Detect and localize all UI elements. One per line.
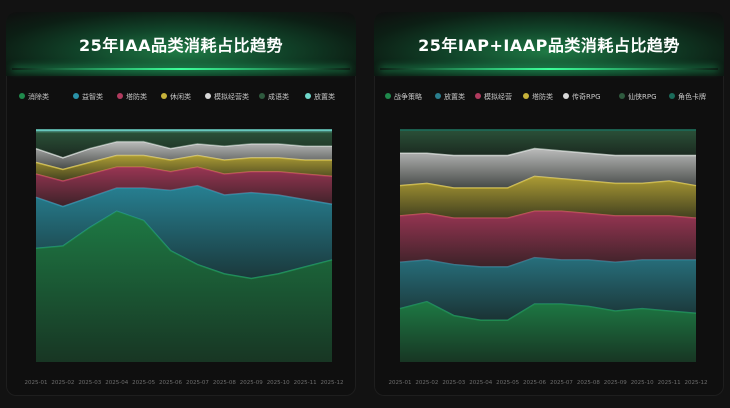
x-tick-label: 2025-11: [294, 380, 317, 386]
legend-label: 消除类: [28, 92, 49, 101]
legend-label: 塔防类: [532, 92, 553, 101]
legend-marker: [73, 93, 79, 99]
x-tick-label: 2025-08: [577, 380, 600, 386]
legend-marker: [117, 93, 123, 99]
x-tick-label: 2025-08: [213, 380, 236, 386]
legend-label: 益智类: [82, 92, 103, 101]
legend-label: 战争策略: [394, 92, 422, 101]
x-tick-label: 2025-09: [604, 380, 627, 386]
legend-label: 模拟经营类: [214, 92, 249, 101]
x-tick-label: 2025-06: [523, 380, 546, 386]
legend-label: 成语类: [268, 92, 289, 101]
area-休闲类: [36, 155, 332, 182]
x-tick-label: 2025-07: [550, 380, 573, 386]
legend-marker: [19, 93, 25, 99]
area-消除类: [36, 211, 332, 362]
legend-marker: [259, 93, 265, 99]
iaa-trend-panel: 25年IAA品类消耗占比趋势 消除类 益智类 塔防类 休闲类 模拟经营类 成语类 放置类 20…: [6, 12, 356, 396]
legend-label: 塔防类: [126, 92, 147, 101]
x-tick-label: 2025-03: [78, 380, 101, 386]
panel-header-glow: [374, 12, 724, 76]
legend-marker: [161, 93, 167, 99]
x-tick-label: 2025-09: [240, 380, 263, 386]
legend-marker: [385, 93, 391, 99]
legend-label: 角色卡牌: [678, 92, 706, 101]
area-战争策略: [400, 301, 696, 362]
panel-header-glow: [6, 12, 356, 76]
x-tick-label: 2025-04: [469, 380, 492, 386]
legend-label: 模拟经营: [484, 92, 512, 101]
x-tick-label: 2025-02: [51, 380, 74, 386]
legend-marker: [205, 93, 211, 99]
iaa-area-chart: 消除类 益智类 塔防类 休闲类 模拟经营类 成语类 放置类 2025-01 2025-02 202…: [19, 92, 344, 386]
iap-trend-panel: 25年IAP+IAAP品类消耗占比趋势 战争策略 放置类 模拟经营 塔防类 传奇RPG 仙…: [374, 12, 724, 396]
series-line-消除类: [35, 210, 333, 280]
area-仙侠RPG: [400, 130, 696, 156]
legend-marker: [563, 93, 569, 99]
chart-title: 25年IAP+IAAP品类消耗占比趋势: [418, 36, 680, 55]
x-tick-label: 2025-01: [389, 380, 412, 386]
x-tick-label: 2025-02: [415, 380, 438, 386]
x-tick-label: 2025-05: [496, 380, 519, 386]
x-tick-label: 2025-12: [321, 380, 344, 386]
legend-marker: [475, 93, 481, 99]
area-塔防类: [400, 176, 696, 219]
legend-marker: [435, 93, 441, 99]
x-tick-label: 2025-06: [159, 380, 182, 386]
area-模拟经营类: [36, 141, 332, 170]
area-模拟经营: [400, 211, 696, 267]
chart-title: 25年IAA品类消耗占比趋势: [79, 36, 283, 55]
x-tick-label: 2025-12: [685, 380, 708, 386]
x-tick-label: 2025-01: [25, 380, 48, 386]
legend-label: 放置类: [444, 92, 465, 101]
x-tick-label: 2025-10: [267, 380, 290, 386]
legend-marker: [669, 93, 675, 99]
area-成语类: [36, 132, 332, 158]
x-tick-label: 2025-05: [132, 380, 155, 386]
legend-label: 放置类: [314, 92, 335, 101]
legend-label: 传奇RPG: [572, 92, 601, 101]
area-塔防类: [36, 167, 332, 207]
legend-label: 休闲类: [170, 92, 191, 101]
x-tick-label: 2025-07: [186, 380, 209, 386]
legend-marker: [305, 93, 311, 99]
x-tick-label: 2025-11: [658, 380, 681, 386]
legend-marker: [523, 93, 529, 99]
area-益智类: [36, 185, 332, 279]
legend-marker: [619, 93, 625, 99]
x-tick-label: 2025-10: [631, 380, 654, 386]
legend-label: 仙侠RPG: [628, 92, 657, 101]
area-放置类: [400, 257, 696, 321]
x-tick-label: 2025-03: [442, 380, 465, 386]
x-tick-label: 2025-04: [105, 380, 128, 386]
area-传奇RPG: [400, 148, 696, 188]
